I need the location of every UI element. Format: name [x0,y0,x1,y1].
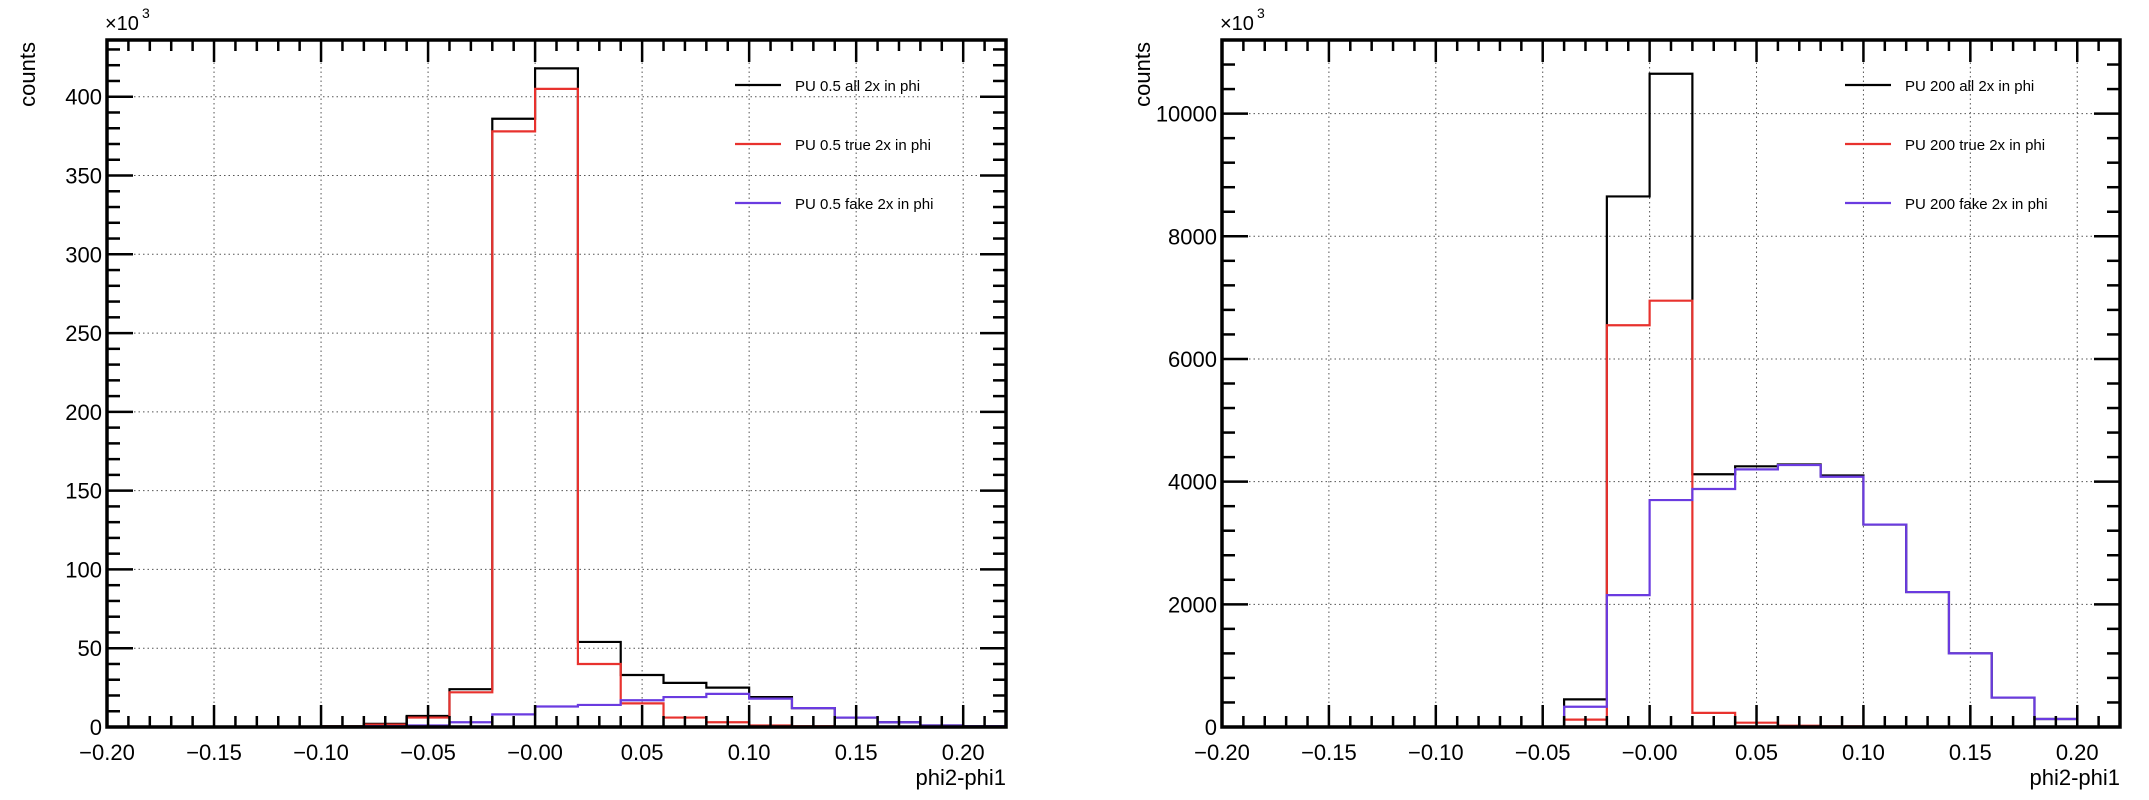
series-line-1 [107,87,1006,729]
y-multiplier-exponent: 3 [1257,5,1265,21]
y-tick-label: 100 [65,557,102,582]
legend-label-0: PU 200 all 2x in phi [1905,78,2034,95]
x-axis-label: phi2-phi1 [2029,765,2120,790]
y-tick-label: 2000 [1168,592,1217,617]
y-axis-label: counts [1130,42,1155,107]
y-tick-label: 300 [65,242,102,267]
x-tick-label: −0.00 [507,740,563,765]
x-tick-label: 0.15 [1949,740,1992,765]
x-tick-label: −0.10 [1408,740,1464,765]
series-line-1 [1222,299,2120,729]
x-tick-label: 0.20 [2056,740,2099,765]
legend-label-2: PU 200 fake 2x in phi [1905,196,2048,213]
y-multiplier-label: ×10 [105,13,139,35]
series-line-2 [1222,463,2120,729]
y-tick-label: 200 [65,400,102,425]
x-tick-label: 0.05 [621,740,664,765]
y-tick-label: 0 [90,715,102,740]
chart-left: −0.20 −0.15 −0.10 −0.05 −0.00 0.05 0.10 0.15 0.2… [15,5,1008,790]
x-tick-label: −0.15 [186,740,242,765]
y-tick-label: 0 [1205,715,1217,740]
x-tick-label: −0.15 [1301,740,1357,765]
x-tick-label: 0.15 [835,740,878,765]
x-tick-label: −0.20 [79,740,135,765]
series-line-0 [107,67,1008,729]
y-tick-label: 250 [65,321,102,346]
x-axis-label: phi2-phi1 [915,765,1006,790]
y-tick-label: 4000 [1168,470,1217,495]
y-tick-label: 400 [65,85,102,110]
x-tick-label: −0.20 [1194,740,1250,765]
x-tick-label: −0.10 [293,740,349,765]
y-tick-label: 8000 [1168,224,1217,249]
y-ticks [1222,38,2120,729]
gridlines [107,40,1006,727]
x-tick-label: −0.05 [1515,740,1571,765]
y-multiplier-label: ×10 [1220,13,1254,35]
x-tick-label: 0.10 [1842,740,1885,765]
x-tick-label: 0.20 [942,740,985,765]
gridlines [1222,40,2120,727]
y-tick-label: 150 [65,479,102,504]
y-tick-label: 50 [78,636,102,661]
x-tick-label: 0.10 [728,740,771,765]
legend: PU 200 all 2x in phi PU 200 true 2x in ph… [1845,78,2048,213]
x-tick-label: 0.05 [1735,740,1778,765]
x-ticks [1220,40,2122,727]
series-line-0 [1222,72,2120,729]
y-tick-label: 6000 [1168,347,1217,372]
legend-label-2: PU 0.5 fake 2x in phi [795,196,933,213]
y-tick-label: 350 [65,164,102,189]
y-multiplier-exponent: 3 [142,5,150,21]
y-ticks [107,48,1006,729]
legend-label-0: PU 0.5 all 2x in phi [795,78,920,95]
x-ticks [105,40,1008,727]
x-tick-label: −0.00 [1622,740,1678,765]
legend: PU 0.5 all 2x in phi PU 0.5 true 2x in ph… [735,78,933,213]
x-tick-label: −0.05 [400,740,456,765]
y-axis-label: counts [15,42,40,107]
legend-label-1: PU 0.5 true 2x in phi [795,137,931,154]
chart-right: −0.20 −0.15 −0.10 −0.05 −0.00 0.05 0.10 0.15 0.2… [1130,5,2122,790]
y-tick-label: 10000 [1156,102,1217,127]
legend-label-1: PU 200 true 2x in phi [1905,137,2045,154]
